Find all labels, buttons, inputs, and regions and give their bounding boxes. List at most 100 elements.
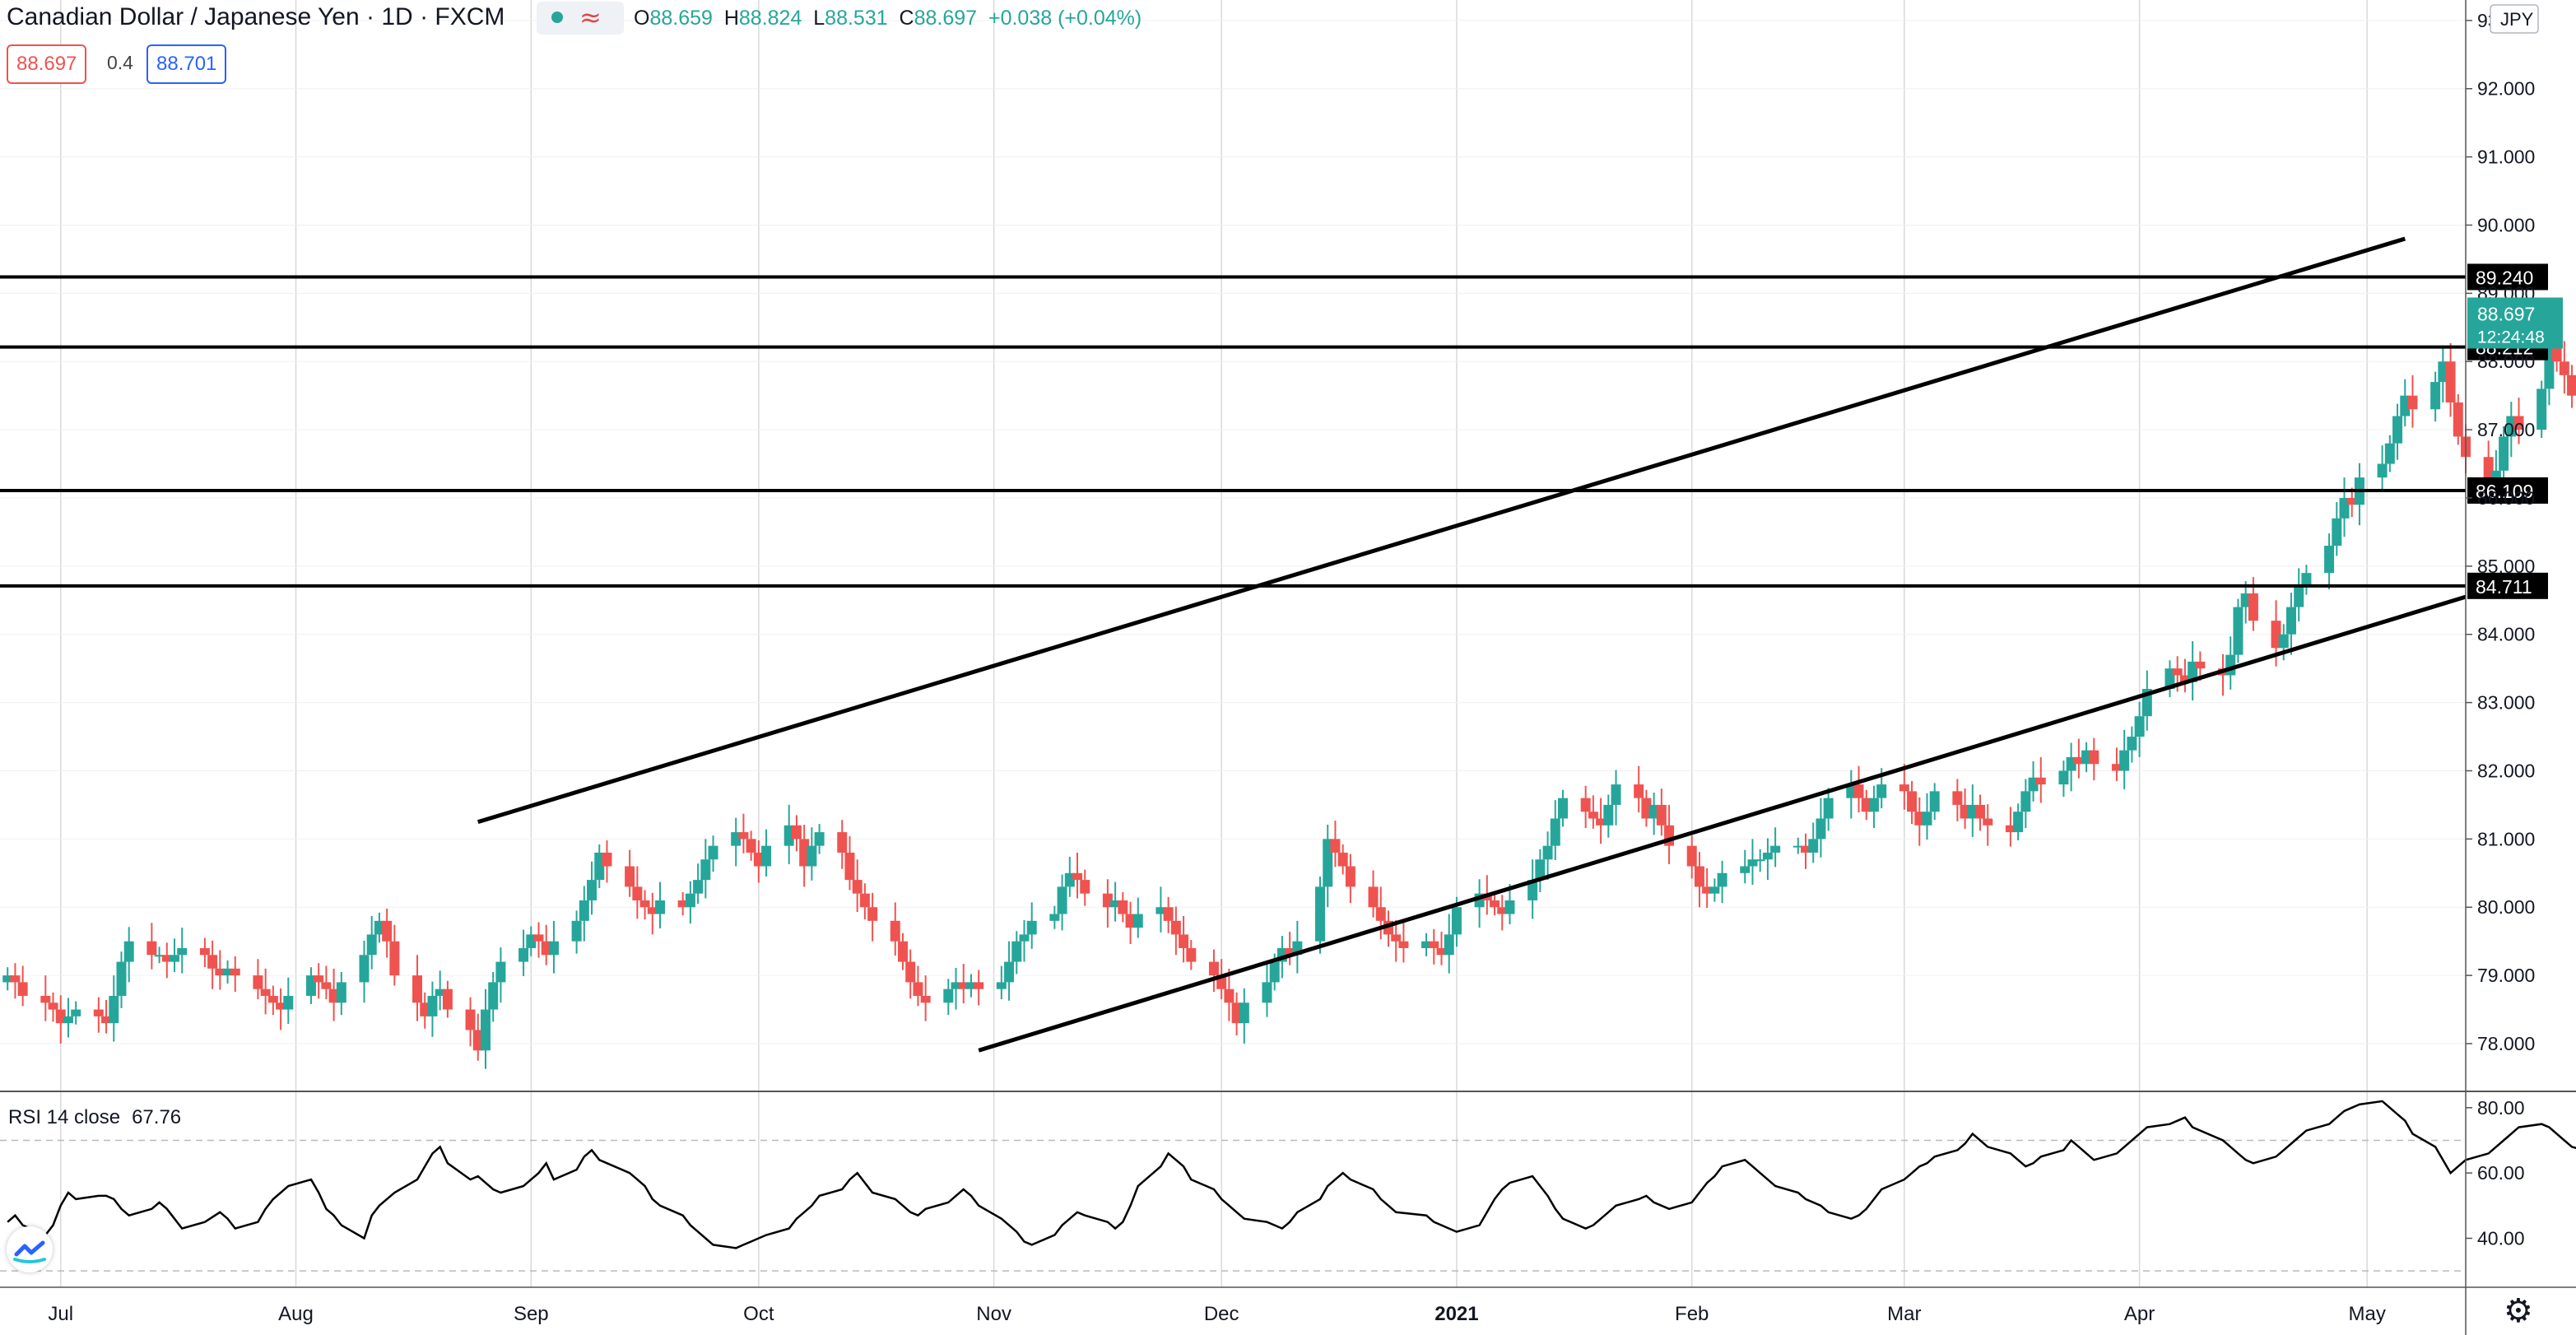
wave-icon: ≈ (579, 2, 602, 33)
candle-body (1861, 798, 1872, 812)
price-axis[interactable]: 89.24088.21286.10984.71178.00079.00080.0… (2466, 4, 2563, 1249)
candle-body (783, 825, 794, 846)
buy-price-button[interactable]: 88.701 (146, 44, 227, 84)
candle-body (1868, 798, 1879, 812)
candle-body (708, 845, 718, 860)
candle-body (215, 968, 226, 976)
candle-body (283, 995, 294, 1010)
candle-body (442, 988, 453, 1010)
candle-body (844, 852, 855, 881)
time-tick-label: Oct (743, 1303, 774, 1325)
candle-body (1846, 784, 1857, 798)
symbol-title[interactable]: Canadian Dollar / Japanese Yen · 1D · FX… (7, 3, 505, 31)
candle-body (2384, 443, 2395, 464)
tradingview-logo-icon[interactable] (7, 1226, 53, 1272)
candle-body (2332, 518, 2342, 546)
market-status-button[interactable]: ≈ (537, 2, 624, 35)
candle-body (260, 988, 271, 996)
time-tick-label: Jul (48, 1303, 73, 1325)
candle-body (2430, 382, 2441, 410)
candle-body (1057, 886, 1067, 914)
price-tick-label: 84.000 (2477, 624, 2535, 645)
candle-body (412, 975, 423, 1003)
candle-body (1907, 791, 1918, 812)
sell-price-button[interactable]: 88.697 (7, 44, 87, 84)
candle-body (1315, 886, 1326, 942)
candle-body (1853, 784, 1864, 798)
candle-body (2195, 661, 2206, 669)
candle-body (1155, 907, 1166, 914)
candle-body (2499, 436, 2509, 471)
candle-body (639, 900, 650, 908)
candle-body (1163, 907, 1174, 921)
candle-body (965, 982, 976, 989)
candle-body (123, 941, 134, 962)
candle-body (146, 941, 157, 956)
gear-icon[interactable]: ⚙ (2504, 1292, 2533, 1330)
candle-body (1535, 859, 1546, 881)
interval-label[interactable]: 1D (381, 3, 413, 30)
title-separator: · (366, 3, 375, 30)
candle-body (1717, 872, 1727, 887)
rsi-legend[interactable]: RSI 14 close 67.76 (8, 1106, 181, 1129)
candle-body (1345, 866, 1355, 887)
candle-body (859, 893, 870, 908)
candle-body (807, 845, 817, 867)
candle-body (2559, 361, 2569, 375)
candle-body (230, 968, 240, 976)
candle-body (1686, 845, 1697, 867)
candle-body (2111, 764, 2122, 771)
candle-body (625, 866, 635, 887)
candle-body (655, 900, 666, 914)
candle-body (1436, 947, 1447, 956)
candle-body (305, 975, 316, 996)
candle-body (1080, 880, 1090, 894)
candle-body (40, 995, 51, 1003)
candle-body (1269, 961, 1280, 983)
rsi-series (7, 1100, 2576, 1249)
last-price-tag (2467, 297, 2563, 349)
rsi-tick-label: 80.00 (2477, 1097, 2525, 1119)
level-label-bg (2467, 263, 2548, 291)
candle-body (55, 1009, 66, 1024)
candle-body (1011, 941, 1022, 962)
candle-body (594, 852, 605, 881)
candle-body (1542, 845, 1553, 860)
trend-line (978, 594, 2467, 1053)
time-axis[interactable]: Jul Aug Sep Oct Nov Dec 2021 Feb Mar Apr May (48, 1303, 2385, 1325)
horizontal-levels[interactable] (0, 275, 2466, 588)
trend-lines[interactable] (477, 236, 2467, 1053)
candle-body (738, 832, 749, 840)
candle-body (1323, 839, 1333, 887)
candle-body (632, 886, 643, 900)
candle-body (2271, 621, 2281, 649)
candle-body (1702, 886, 1713, 894)
rsi-tick-label: 40.00 (2477, 1228, 2525, 1249)
candle-body (222, 968, 233, 976)
candle-body (587, 880, 598, 900)
candle-body (2438, 361, 2448, 383)
candle-body (63, 1016, 73, 1024)
symbol-name: Canadian Dollar / Japanese Yen (7, 3, 360, 30)
time-tick-label: Dec (1204, 1303, 1239, 1325)
high-label: H (723, 7, 739, 30)
candle-body (731, 832, 742, 846)
candle-body (579, 900, 589, 921)
candle-body (2248, 593, 2258, 621)
candle-body (1596, 818, 1607, 826)
candle-body (1914, 812, 1925, 826)
candle-body (2278, 634, 2289, 649)
level-label: 84.711 (2476, 576, 2532, 598)
candle-body (2551, 347, 2562, 362)
candle-body (389, 941, 400, 976)
chart-grid (0, 0, 2466, 1287)
candle-body (161, 955, 172, 962)
candle-body (1603, 804, 1614, 826)
candle-body (71, 1009, 81, 1016)
candle-body (1504, 900, 1515, 914)
candle-body (2400, 395, 2411, 416)
candle-body (2013, 812, 2024, 833)
candle-body (488, 982, 499, 1010)
